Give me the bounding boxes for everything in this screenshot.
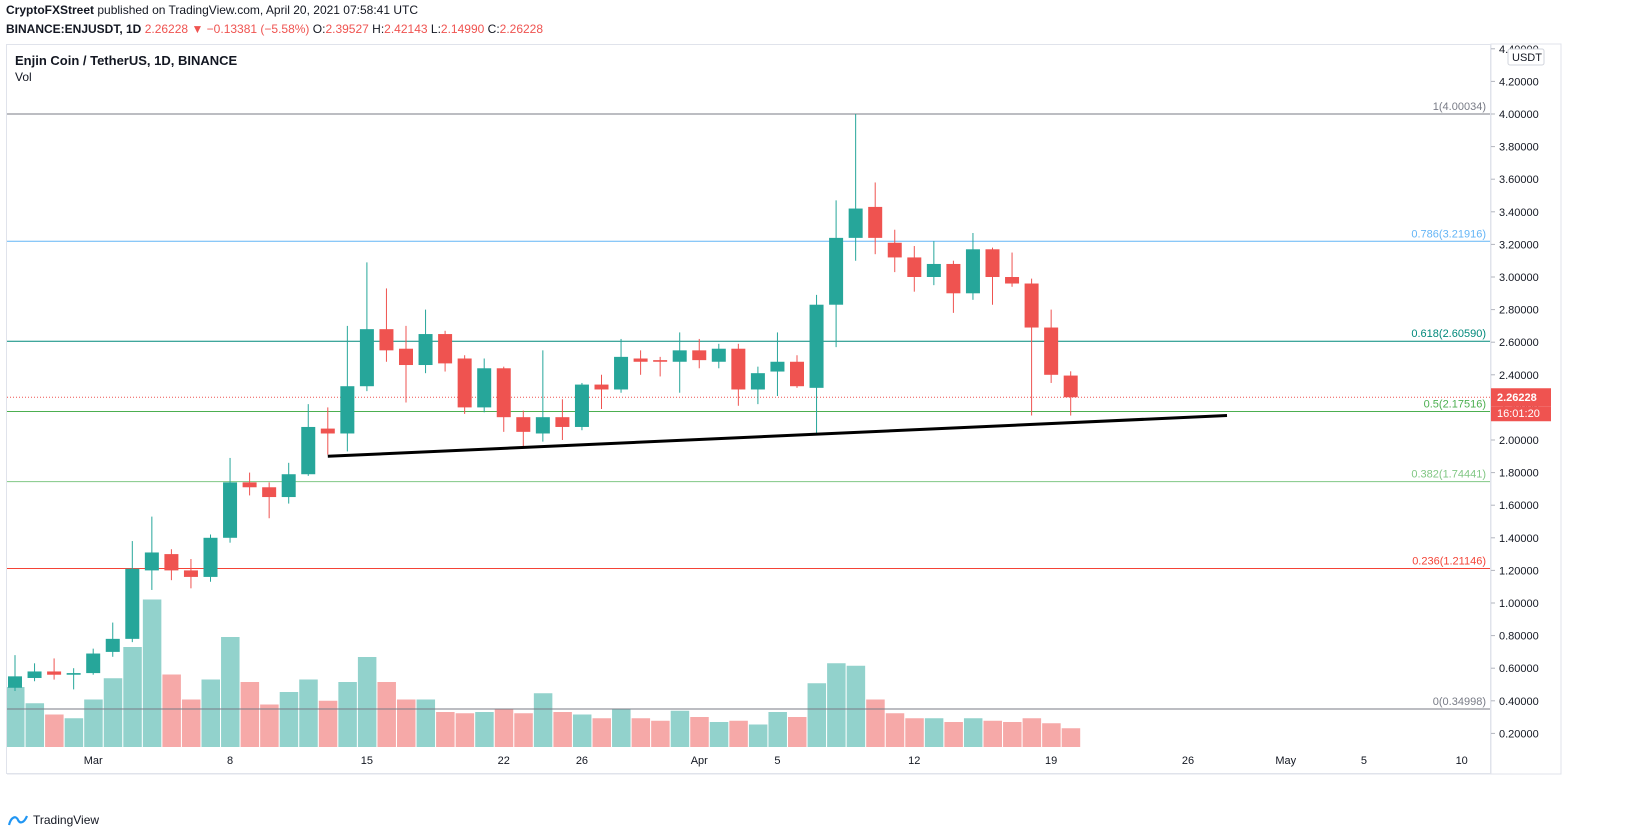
price-tick-label: 2.60000 xyxy=(1499,337,1539,349)
price-tick-label: 2.40000 xyxy=(1499,370,1539,382)
currency-label: USDT xyxy=(1512,52,1542,64)
chart-legend-title: Enjin Coin / TetherUS, 1D, BINANCE xyxy=(15,53,237,68)
price-tick-label: 3.20000 xyxy=(1499,239,1539,251)
price-tick-label: 3.80000 xyxy=(1499,142,1539,154)
volume-legend: Vol xyxy=(15,70,32,84)
price-tick-label: 0.40000 xyxy=(1499,696,1539,708)
price-tick-label: 1.60000 xyxy=(1499,500,1539,512)
price-tick-label: 2.80000 xyxy=(1499,305,1539,317)
price-tick-label: 1.00000 xyxy=(1499,598,1539,610)
tradingview-brand: TradingView xyxy=(33,813,99,827)
price-tick-label: 1.80000 xyxy=(1499,468,1539,480)
price-tick-label: 3.00000 xyxy=(1499,272,1539,284)
price-tick-label: 0.60000 xyxy=(1499,663,1539,675)
price-tick-label: 0.80000 xyxy=(1499,631,1539,643)
price-tick-label: 4.20000 xyxy=(1499,76,1539,88)
tradingview-logo-icon xyxy=(8,813,28,827)
chart-pane-border xyxy=(6,44,1491,774)
last-price-axis-label: 2.26228 xyxy=(1497,392,1537,404)
price-tick-label: 1.40000 xyxy=(1499,533,1539,545)
price-tick-label: 4.00000 xyxy=(1499,109,1539,121)
price-tick-label: 3.40000 xyxy=(1499,207,1539,219)
price-tick-label: 0.20000 xyxy=(1499,728,1539,740)
price-tick-label: 2.00000 xyxy=(1499,435,1539,447)
price-tick-label: 3.60000 xyxy=(1499,174,1539,186)
price-tick-label: 1.20000 xyxy=(1499,565,1539,577)
tradingview-footer[interactable]: TradingView xyxy=(8,813,99,827)
countdown-label: 16:01:20 xyxy=(1497,408,1540,420)
